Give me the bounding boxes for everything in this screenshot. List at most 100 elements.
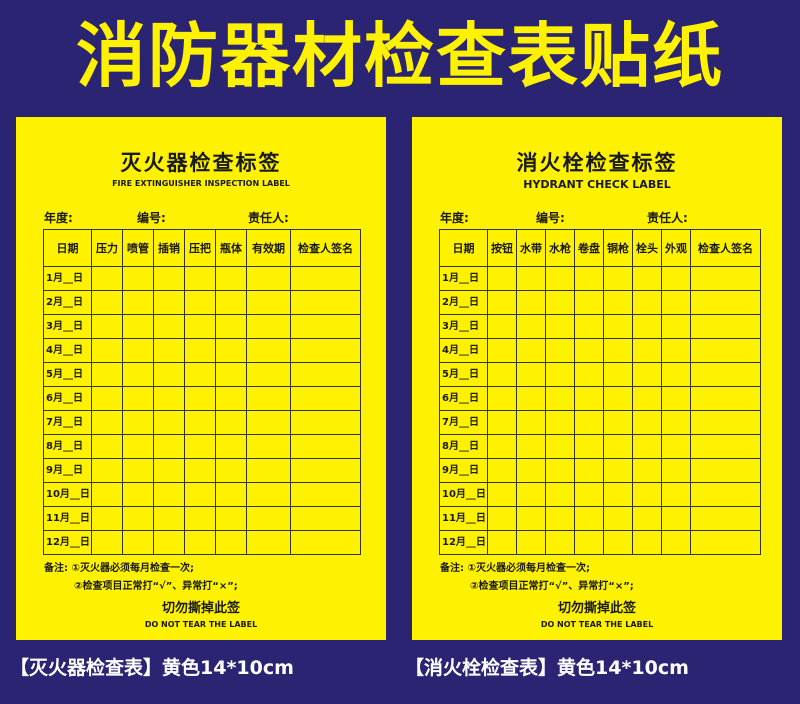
check-cell[interactable] [516,530,546,555]
check-cell[interactable] [545,362,575,387]
check-cell[interactable] [603,506,633,531]
check-cell[interactable] [290,530,361,555]
check-cell[interactable] [487,362,517,387]
check-cell[interactable] [574,314,604,339]
check-cell[interactable] [603,362,633,387]
check-cell[interactable] [487,314,517,339]
check-cell[interactable] [246,506,291,531]
check-cell[interactable] [122,434,154,459]
check-cell[interactable] [215,290,247,315]
check-cell[interactable] [516,290,546,315]
check-cell[interactable] [487,290,517,315]
check-cell[interactable] [632,530,662,555]
check-cell[interactable] [91,530,123,555]
check-cell[interactable] [690,530,761,555]
check-cell[interactable] [545,314,575,339]
check-cell[interactable] [153,338,185,363]
check-cell[interactable] [184,266,216,291]
check-cell[interactable] [690,266,761,291]
check-cell[interactable] [516,338,546,363]
check-cell[interactable] [574,458,604,483]
check-cell[interactable] [153,290,185,315]
check-cell[interactable] [153,530,185,555]
check-cell[interactable] [91,338,123,363]
check-cell[interactable] [122,530,154,555]
check-cell[interactable] [516,506,546,531]
check-cell[interactable] [184,530,216,555]
check-cell[interactable] [661,434,691,459]
check-cell[interactable] [661,410,691,435]
check-cell[interactable] [545,266,575,291]
check-cell[interactable] [153,314,185,339]
check-cell[interactable] [487,434,517,459]
check-cell[interactable] [290,434,361,459]
check-cell[interactable] [122,410,154,435]
check-cell[interactable] [184,506,216,531]
check-cell[interactable] [661,458,691,483]
check-cell[interactable] [215,410,247,435]
check-cell[interactable] [91,314,123,339]
check-cell[interactable] [290,506,361,531]
check-cell[interactable] [690,458,761,483]
check-cell[interactable] [91,482,123,507]
check-cell[interactable] [603,458,633,483]
check-cell[interactable] [574,434,604,459]
check-cell[interactable] [290,266,361,291]
check-cell[interactable] [290,362,361,387]
check-cell[interactable] [91,362,123,387]
check-cell[interactable] [184,338,216,363]
check-cell[interactable] [632,314,662,339]
check-cell[interactable] [487,410,517,435]
check-cell[interactable] [661,506,691,531]
check-cell[interactable] [246,482,291,507]
check-cell[interactable] [603,530,633,555]
check-cell[interactable] [122,338,154,363]
check-cell[interactable] [184,434,216,459]
check-cell[interactable] [690,338,761,363]
check-cell[interactable] [661,290,691,315]
check-cell[interactable] [574,386,604,411]
check-cell[interactable] [184,482,216,507]
check-cell[interactable] [122,506,154,531]
check-cell[interactable] [215,482,247,507]
check-cell[interactable] [661,314,691,339]
check-cell[interactable] [246,266,291,291]
check-cell[interactable] [516,482,546,507]
check-cell[interactable] [661,362,691,387]
check-cell[interactable] [574,290,604,315]
check-cell[interactable] [122,290,154,315]
check-cell[interactable] [632,506,662,531]
check-cell[interactable] [632,386,662,411]
check-cell[interactable] [487,266,517,291]
check-cell[interactable] [516,434,546,459]
check-cell[interactable] [246,314,291,339]
check-cell[interactable] [91,434,123,459]
check-cell[interactable] [545,290,575,315]
check-cell[interactable] [516,266,546,291]
check-cell[interactable] [246,410,291,435]
check-cell[interactable] [632,338,662,363]
check-cell[interactable] [91,458,123,483]
check-cell[interactable] [246,338,291,363]
check-cell[interactable] [122,314,154,339]
check-cell[interactable] [545,338,575,363]
check-cell[interactable] [632,434,662,459]
check-cell[interactable] [545,410,575,435]
check-cell[interactable] [574,266,604,291]
check-cell[interactable] [603,266,633,291]
check-cell[interactable] [215,314,247,339]
check-cell[interactable] [690,434,761,459]
check-cell[interactable] [632,362,662,387]
check-cell[interactable] [574,338,604,363]
check-cell[interactable] [246,386,291,411]
check-cell[interactable] [603,434,633,459]
check-cell[interactable] [290,482,361,507]
check-cell[interactable] [184,314,216,339]
check-cell[interactable] [545,530,575,555]
check-cell[interactable] [215,506,247,531]
check-cell[interactable] [215,434,247,459]
check-cell[interactable] [122,482,154,507]
check-cell[interactable] [545,434,575,459]
check-cell[interactable] [632,458,662,483]
check-cell[interactable] [545,506,575,531]
